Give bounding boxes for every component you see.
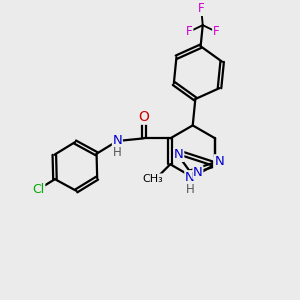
Text: Cl: Cl [32, 183, 45, 196]
Text: N: N [214, 155, 224, 168]
Text: N: N [185, 171, 195, 184]
Text: N: N [112, 134, 122, 148]
Text: O: O [138, 110, 149, 124]
Text: N: N [214, 158, 224, 171]
Text: N: N [193, 166, 203, 179]
Text: H: H [113, 146, 122, 159]
Text: H: H [185, 182, 194, 196]
Text: N: N [174, 148, 184, 161]
Text: F: F [213, 25, 219, 38]
Text: F: F [198, 2, 205, 16]
Text: CH₃: CH₃ [142, 174, 163, 184]
Text: F: F [186, 25, 193, 38]
